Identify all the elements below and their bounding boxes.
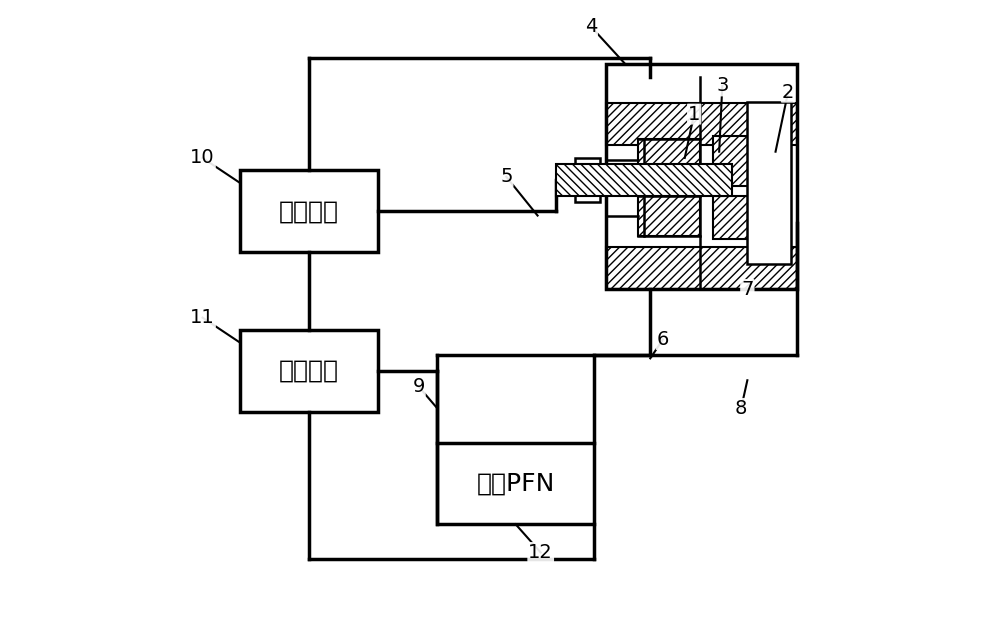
Text: 6: 6: [657, 330, 669, 349]
Bar: [240, 170, 378, 252]
Text: 9: 9: [412, 377, 425, 396]
Text: 2: 2: [782, 82, 794, 102]
Text: 3: 3: [716, 77, 728, 96]
Text: 供电电源: 供电电源: [279, 359, 339, 383]
Text: 8: 8: [735, 399, 747, 418]
Bar: [606, 103, 797, 145]
Text: 触发电路: 触发电路: [279, 199, 339, 223]
Text: 11: 11: [190, 308, 215, 327]
Bar: [606, 64, 797, 289]
Bar: [638, 196, 700, 237]
Text: 7: 7: [741, 280, 754, 299]
Bar: [713, 136, 788, 186]
Bar: [437, 443, 594, 525]
Bar: [575, 158, 600, 202]
Bar: [556, 164, 732, 196]
Text: 微型PFN: 微型PFN: [476, 472, 555, 496]
Bar: [713, 196, 788, 240]
Bar: [638, 139, 700, 180]
Text: 4: 4: [585, 17, 597, 36]
Bar: [747, 102, 791, 264]
Text: 12: 12: [528, 543, 553, 562]
Text: 1: 1: [688, 104, 700, 124]
Bar: [240, 330, 378, 411]
Text: 5: 5: [500, 167, 513, 186]
Bar: [606, 247, 797, 289]
Text: 10: 10: [190, 148, 215, 167]
